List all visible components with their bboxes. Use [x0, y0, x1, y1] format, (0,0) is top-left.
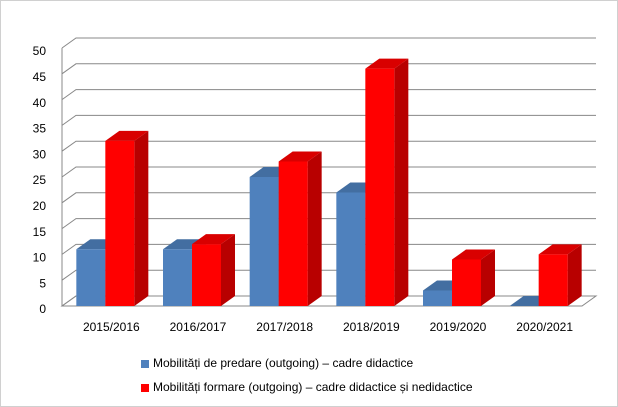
bar-front [249, 177, 279, 306]
bar-side [307, 151, 322, 306]
y-tick-label: 35 [33, 122, 47, 136]
grid-line [61, 166, 596, 178]
x-tick-label: 2017/2018 [256, 320, 313, 334]
bar-front [336, 192, 366, 306]
grid-line [61, 192, 596, 204]
bar-front [163, 249, 192, 306]
bar [365, 58, 409, 306]
legend-swatch [141, 360, 149, 368]
grid-line [61, 63, 596, 75]
y-tick-label: 15 [33, 225, 47, 239]
bar-top [278, 151, 322, 162]
y-tick-label: 40 [33, 96, 47, 110]
y-tick-label: 45 [33, 70, 47, 84]
bar [105, 130, 149, 306]
y-tick-label: 0 [39, 302, 46, 316]
y-tick-label: 50 [33, 44, 47, 58]
bar-top [105, 130, 149, 141]
bar-top [538, 244, 582, 255]
bar-side [221, 234, 235, 306]
bar [452, 249, 495, 306]
y-tick-label: 5 [39, 276, 46, 290]
bar-front [452, 259, 481, 306]
y-tick-label: 20 [33, 199, 47, 213]
bar-side [394, 58, 409, 306]
x-tick-label: 2016/2017 [170, 320, 227, 334]
bar [278, 151, 322, 306]
y-tick-label: 30 [33, 147, 47, 161]
x-tick-label: 2019/2020 [430, 320, 487, 334]
legend-label: Mobilități formare (outgoing) – cadre di… [153, 380, 473, 394]
bar-side [481, 249, 495, 306]
grid-line [61, 140, 596, 152]
x-tick-label: 2020/2021 [516, 320, 573, 334]
bar [192, 234, 235, 306]
bar-front [105, 140, 135, 306]
legend-label: Mobilități de predare (outgoing) – cadre… [153, 356, 413, 370]
y-tick-label: 25 [33, 173, 47, 187]
bar-front [365, 68, 395, 306]
bar-top [452, 249, 495, 260]
bar-top [192, 234, 235, 245]
grid-line [61, 295, 596, 307]
grid-line [61, 218, 596, 230]
bar-front [423, 290, 452, 306]
bar-front [76, 249, 106, 306]
bar-front [538, 254, 568, 306]
grid-line [61, 37, 596, 49]
y-tick-label: 10 [33, 251, 47, 265]
grid-line [61, 114, 596, 126]
bar-side [134, 130, 149, 306]
bar-side [567, 244, 582, 306]
grid-line [61, 89, 596, 101]
grid-line [61, 243, 596, 255]
bar [538, 244, 582, 306]
x-tick-label: 2015/2016 [83, 320, 140, 334]
bar-front [278, 161, 308, 306]
legend-swatch [141, 384, 149, 392]
bar-top [365, 58, 409, 69]
grid-line [61, 269, 596, 281]
bar-front [192, 244, 221, 306]
x-tick-label: 2018/2019 [343, 320, 400, 334]
